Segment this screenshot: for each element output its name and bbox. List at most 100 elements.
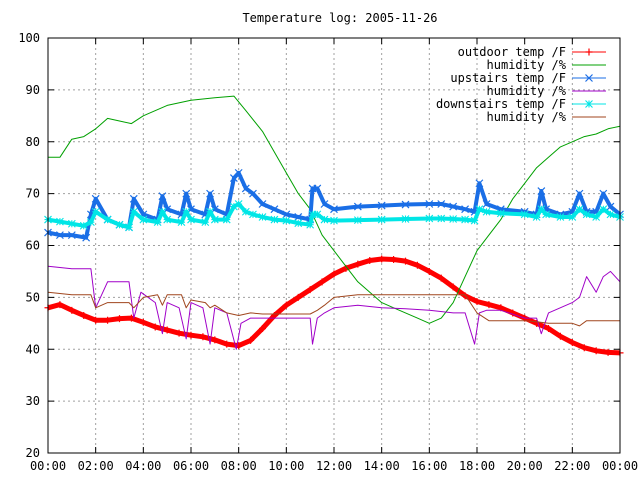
- data-point: [470, 216, 479, 225]
- legend-entry: upstairs temp /F: [450, 71, 606, 85]
- data-point: [604, 348, 612, 356]
- x-tick-label: 00:00: [30, 459, 66, 473]
- data-point: [482, 207, 491, 216]
- y-tick-label: 70: [26, 187, 40, 201]
- data-point: [532, 213, 541, 221]
- data-point: [496, 209, 505, 218]
- data-point: [537, 187, 546, 195]
- data-point: [461, 215, 469, 224]
- data-point: [182, 189, 191, 198]
- data-point: [401, 200, 410, 209]
- data-point: [306, 220, 315, 229]
- data-point: [223, 340, 231, 348]
- data-point: [606, 202, 615, 211]
- data-point: [320, 200, 329, 208]
- data-point: [294, 219, 303, 228]
- data-point: [82, 233, 91, 242]
- x-tick-label: 00:00: [602, 459, 638, 473]
- series-line: [47, 291, 620, 327]
- data-point: [241, 207, 250, 216]
- data-point: [599, 205, 608, 214]
- data-point: [485, 301, 493, 309]
- data-point: [482, 200, 491, 208]
- legend-label: humidity /%: [487, 110, 567, 124]
- data-point: [308, 210, 317, 219]
- data-point: [294, 293, 302, 301]
- data-point: [306, 286, 314, 294]
- data-point: [67, 219, 76, 228]
- data-point: [68, 306, 76, 314]
- y-tick-label: 40: [26, 342, 40, 356]
- data-point: [545, 325, 552, 332]
- data-point: [91, 194, 100, 203]
- data-point: [318, 278, 326, 286]
- data-point: [294, 213, 303, 221]
- x-tick-label: 10:00: [268, 459, 304, 473]
- y-tick-label: 30: [26, 394, 40, 408]
- data-point: [520, 210, 529, 219]
- data-point: [177, 218, 186, 227]
- data-point: [258, 213, 267, 221]
- series-2: [48, 95, 621, 324]
- data-point: [425, 214, 434, 223]
- data-point: [91, 207, 100, 216]
- data-point: [55, 231, 64, 240]
- data-point: [115, 220, 124, 229]
- series-line: [47, 170, 622, 240]
- data-point: [353, 216, 362, 224]
- y-tick-label: 80: [26, 135, 40, 149]
- data-point: [282, 216, 291, 225]
- data-point: [402, 257, 409, 265]
- data-point: [201, 218, 210, 227]
- legend-label: humidity /%: [487, 58, 567, 72]
- legend-entry: humidity /%: [487, 110, 606, 124]
- data-point: [413, 261, 421, 269]
- data-point: [270, 205, 279, 214]
- data-point: [282, 301, 290, 309]
- legend-label: upstairs temp /F: [450, 71, 566, 85]
- chart-title: Temperature log: 2005-11-26: [242, 11, 437, 25]
- data-point: [575, 205, 584, 214]
- y-tick-label: 20: [26, 446, 40, 460]
- data-point: [182, 207, 191, 216]
- data-point: [475, 205, 484, 214]
- data-point: [116, 315, 123, 323]
- data-point: [568, 213, 577, 221]
- data-point: [187, 215, 195, 224]
- x-tick-label: 22:00: [554, 459, 590, 473]
- data-point: [575, 189, 584, 198]
- data-point: [163, 215, 172, 224]
- data-point: [151, 323, 159, 331]
- data-point: [320, 215, 329, 224]
- data-point: [390, 256, 398, 264]
- data-point: [606, 210, 615, 219]
- data-point: [103, 215, 112, 224]
- data-point: [354, 260, 362, 268]
- data-point: [56, 301, 64, 309]
- y-tick-label: 100: [18, 31, 40, 45]
- data-point: [542, 210, 551, 219]
- data-point: [125, 223, 133, 232]
- data-point: [129, 194, 138, 203]
- x-tick-label: 20:00: [507, 459, 543, 473]
- data-point: [92, 316, 100, 324]
- data-point: [153, 218, 162, 227]
- x-tick-label: 06:00: [173, 459, 209, 473]
- x-tick-label: 18:00: [459, 459, 495, 473]
- data-point: [270, 215, 279, 224]
- data-point: [249, 210, 257, 219]
- legend-label: downstairs temp /F: [436, 97, 566, 111]
- data-point: [247, 336, 255, 344]
- data-point: [56, 217, 64, 226]
- data-point: [235, 342, 243, 350]
- data-point: [234, 168, 243, 177]
- data-point: [258, 200, 267, 208]
- y-tick-label: 90: [26, 83, 40, 97]
- series-line: [48, 95, 621, 324]
- data-point: [175, 329, 183, 337]
- x-axis-ticks: 00:00 02:00 04:00 06:00 08:00 10:00 12:00 14:00…: [30, 38, 638, 473]
- x-tick-label: 08:00: [221, 459, 257, 473]
- data-point: [139, 318, 147, 326]
